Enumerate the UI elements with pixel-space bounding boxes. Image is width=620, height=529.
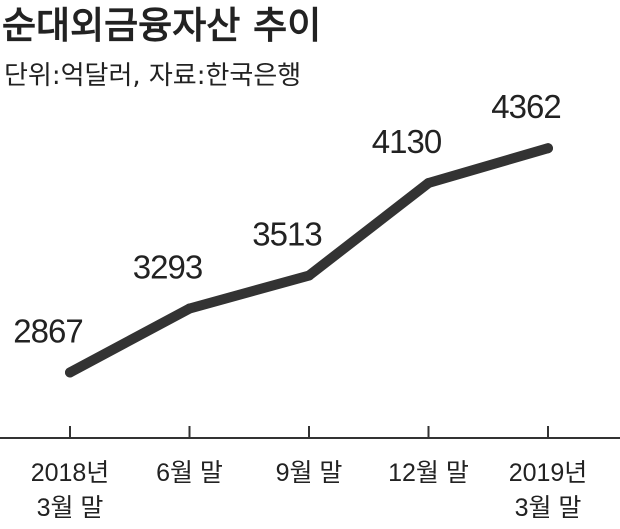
x-tick-label: 3월 말 (37, 494, 104, 522)
x-tick-label: 2019년 (509, 459, 588, 487)
x-tick-label: 12월 말 (388, 459, 469, 487)
data-label: 4362 (491, 88, 560, 125)
plot-area: 2018년 3월 말 6월 말 9월 말 12월 말 2019년 3월 말 2867 3293 3… (0, 88, 620, 522)
data-point (184, 303, 195, 314)
data-point (543, 143, 553, 154)
data-label: 3513 (252, 216, 321, 253)
chart-subtitle: 단위:억달러, 자료:한국은행 (4, 61, 301, 91)
data-point (65, 367, 75, 378)
data-label: 2867 (13, 312, 82, 349)
data-label: 3293 (133, 249, 202, 286)
x-tick-label: 9월 말 (276, 459, 343, 487)
data-point (423, 178, 434, 188)
x-tick-label: 3월 말 (515, 494, 582, 522)
data-point (304, 270, 314, 281)
chart-title: 순대외금융자산 추이 (2, 4, 321, 47)
data-label: 4130 (372, 123, 442, 160)
x-tick-label: 2018년 (31, 459, 110, 487)
x-tick-label: 6월 말 (156, 459, 223, 487)
